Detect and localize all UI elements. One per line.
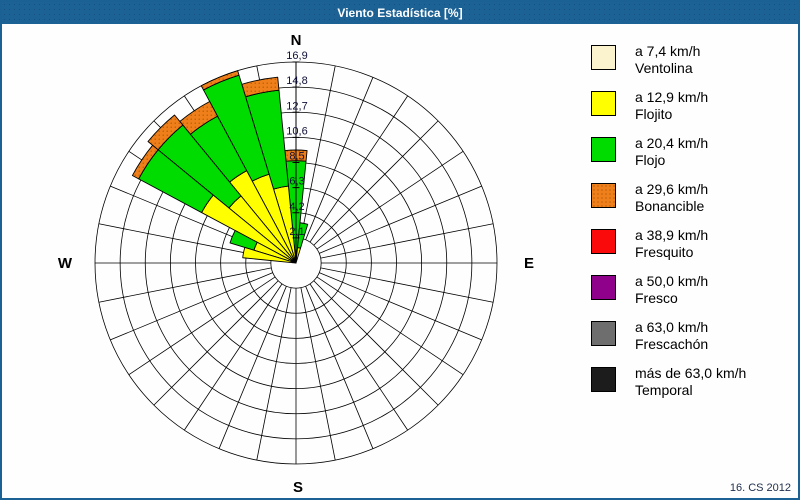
window-title: Viento Estadística [%]: [337, 6, 463, 20]
wind-rose-bars: [131, 70, 309, 264]
ring-label: 2,1: [289, 226, 304, 238]
bar-segment-WbN-Flojito: [242, 247, 294, 264]
bar-segment-NWbW-Bonancible: [131, 144, 159, 180]
bar-segment-WNW-Flojo: [229, 230, 258, 251]
ring-label: 16,9: [286, 50, 307, 62]
ring-labels: 2,1 4,2 6,3 8,5 10,6 12,7 14,8 16,9: [286, 50, 307, 238]
footer-note: 16. CS 2012: [729, 482, 791, 494]
ring-label: 8,5: [289, 151, 304, 163]
compass-west-label: W: [57, 255, 73, 272]
bar-segment-NNW-Bonancible: [200, 70, 240, 91]
ring-label: 4,2: [289, 201, 304, 213]
ring-label: 14,8: [286, 75, 307, 87]
bar-segment-NWbN-Bonancible: [179, 101, 218, 135]
ring-label: 10,6: [286, 125, 307, 137]
compass-east-label: E: [523, 255, 535, 272]
radial-axis: [292, 61, 300, 263]
ring-label: 6,3: [289, 176, 304, 188]
bar-segment-NbE-Flojo: [297, 222, 309, 249]
compass-south-label: S: [292, 479, 304, 496]
bar-segment-NW-Bonancible: [147, 114, 184, 151]
bar-segment-NbE-Flojito: [295, 247, 301, 261]
compass-north-label: N: [290, 32, 302, 49]
title-bar[interactable]: Viento Estadística [%]: [2, 2, 798, 24]
ring-label: 12,7: [286, 100, 307, 112]
bar-segment-NbW-Bonancible: [241, 76, 280, 98]
